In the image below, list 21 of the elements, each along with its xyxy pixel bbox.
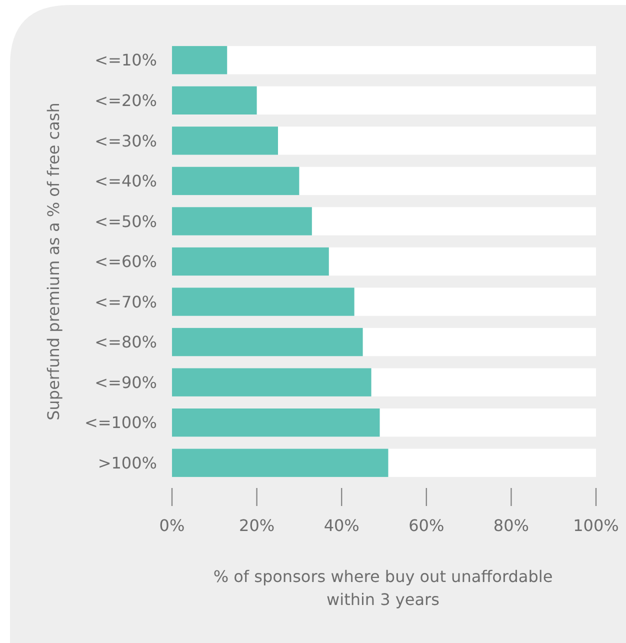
x-tick-label: 20%: [239, 516, 275, 535]
y-tick-label: <=60%: [94, 252, 157, 272]
y-tick-label: <=30%: [94, 131, 157, 150]
x-tick-label: 60%: [408, 516, 444, 535]
x-axis-title: % of sponsors where buy out unaffordable within 3 years: [213, 567, 553, 609]
x-tick-label: 40%: [324, 516, 360, 535]
y-tick-label: <=50%: [94, 212, 157, 231]
y-tick-label: <=100%: [84, 413, 157, 432]
y-tick-label: <=10%: [94, 50, 157, 70]
bar: [172, 46, 228, 74]
bar: [172, 86, 257, 115]
y-tick-label: <=80%: [94, 332, 157, 352]
x-tick-label: 0%: [159, 516, 185, 535]
x-tick-label: 80%: [493, 516, 529, 535]
y-tick-label: <=40%: [94, 172, 157, 191]
y-tick-label: <=90%: [94, 372, 157, 392]
y-tick-label: <=70%: [94, 292, 157, 312]
y-axis-title: Superfund premium as a % of free cash: [44, 102, 63, 420]
x-tick-label: 100%: [573, 516, 619, 535]
y-tick-label: >100%: [98, 453, 157, 472]
y-tick-label: <=20%: [94, 91, 157, 110]
